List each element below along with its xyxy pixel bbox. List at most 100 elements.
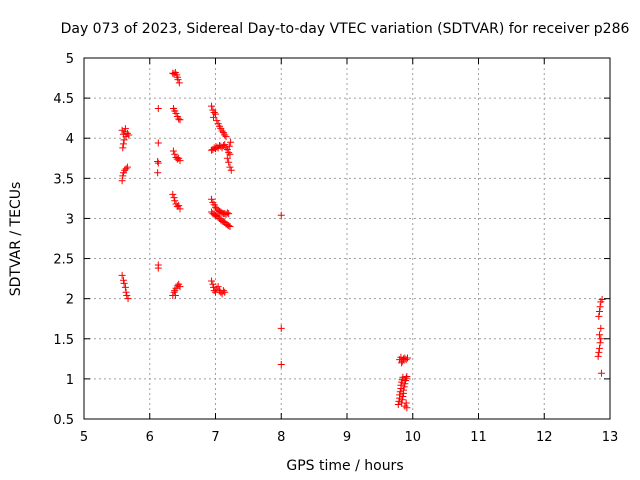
data-point: [597, 369, 605, 377]
data-point: [402, 356, 410, 364]
data-point: [122, 288, 130, 296]
data-point: [277, 211, 285, 219]
data-point: [596, 303, 604, 311]
data-point: [396, 391, 404, 399]
data-point: [154, 169, 162, 177]
data-point: [170, 288, 178, 296]
x-tick-label: 11: [470, 430, 487, 445]
x-tick-label: 12: [536, 430, 553, 445]
x-tick-label: 10: [404, 430, 421, 445]
data-point: [213, 117, 221, 125]
x-tick-label: 6: [146, 430, 154, 445]
data-point: [175, 79, 183, 87]
data-point: [154, 159, 162, 167]
data-point: [123, 291, 131, 299]
data-point: [154, 105, 162, 113]
data-point: [208, 195, 216, 203]
data-point: [225, 149, 233, 157]
tick-labels: 5 6 7 8 9 10 11 12 13 0.5 1 1.5 2 2.5 3 3.5 4 4.5 5: [53, 52, 618, 445]
data-point: [400, 386, 408, 394]
x-tick-label: 9: [343, 430, 351, 445]
data-point: [226, 222, 234, 230]
x-tick-label: 13: [602, 430, 619, 445]
data-point: [403, 404, 411, 412]
data-point: [176, 116, 184, 124]
data-point: [124, 295, 132, 303]
data-point: [208, 102, 216, 110]
data-point: [121, 283, 129, 291]
chart-title: Day 073 of 2023, Sidereal Day-to-day VTE…: [61, 21, 630, 37]
y-tick-label: 3.5: [53, 172, 74, 187]
data-point: [399, 393, 407, 401]
data-point: [171, 197, 179, 205]
data-point: [218, 127, 226, 135]
data-point: [210, 283, 218, 291]
data-point: [223, 209, 231, 217]
data-point: [394, 401, 402, 409]
data-point: [170, 194, 178, 202]
data-point: [277, 360, 285, 368]
y-tick-label: 1: [66, 373, 74, 388]
data-point: [401, 380, 409, 388]
data-point: [225, 222, 233, 230]
data-point: [227, 166, 235, 174]
y-tick-label: 4: [66, 132, 74, 147]
y-tick-label: 5: [66, 52, 74, 67]
data-point: [119, 144, 127, 152]
data-point: [209, 280, 217, 288]
data-point: [176, 205, 184, 213]
data-point: [225, 158, 233, 166]
data-point: [120, 279, 128, 287]
data-point: [222, 144, 230, 152]
data-point: [595, 331, 603, 339]
data-point: [219, 287, 227, 295]
data-point: [171, 150, 179, 158]
data-point: [169, 147, 177, 155]
axis-ticks: [83, 57, 611, 420]
data-point: [119, 140, 127, 148]
data-point: [277, 324, 285, 332]
data-point: [225, 142, 233, 150]
data-point: [595, 312, 603, 320]
data-point: [176, 283, 184, 291]
data-point: [123, 129, 131, 137]
data-point: [397, 381, 405, 389]
data-point: [226, 163, 234, 171]
data-point: [123, 163, 131, 171]
data-point: [223, 154, 231, 162]
data-point: [175, 115, 183, 123]
data-point: [221, 288, 229, 296]
x-tick-label: 5: [80, 430, 88, 445]
data-point: [403, 354, 411, 362]
data-point: [396, 388, 404, 396]
data-point: [214, 283, 222, 291]
data-point: [122, 165, 130, 173]
data-point: [598, 295, 606, 303]
y-tick-label: 4.5: [53, 92, 74, 107]
data-point: [154, 157, 162, 165]
data-point: [175, 202, 183, 210]
data-point: [221, 131, 229, 139]
data-point: [595, 308, 603, 316]
data-point: [398, 396, 406, 404]
data-point: [125, 131, 133, 139]
data-point: [402, 399, 410, 407]
data-point: [208, 277, 216, 285]
y-tick-label: 0.5: [53, 413, 74, 428]
data-point: [118, 177, 126, 185]
data-point: [118, 271, 126, 279]
data-point: [225, 210, 233, 218]
data-point: [595, 348, 603, 356]
data-point: [171, 291, 179, 299]
data-point: [172, 109, 180, 117]
grid-lines: [84, 58, 610, 419]
data-point: [595, 344, 603, 352]
data-point: [597, 335, 605, 343]
data-point: [402, 374, 410, 382]
data-point: [174, 76, 182, 84]
data-point: [400, 383, 408, 391]
data-points: [118, 68, 606, 412]
y-tick-label: 2: [66, 293, 74, 308]
data-point: [169, 190, 177, 198]
